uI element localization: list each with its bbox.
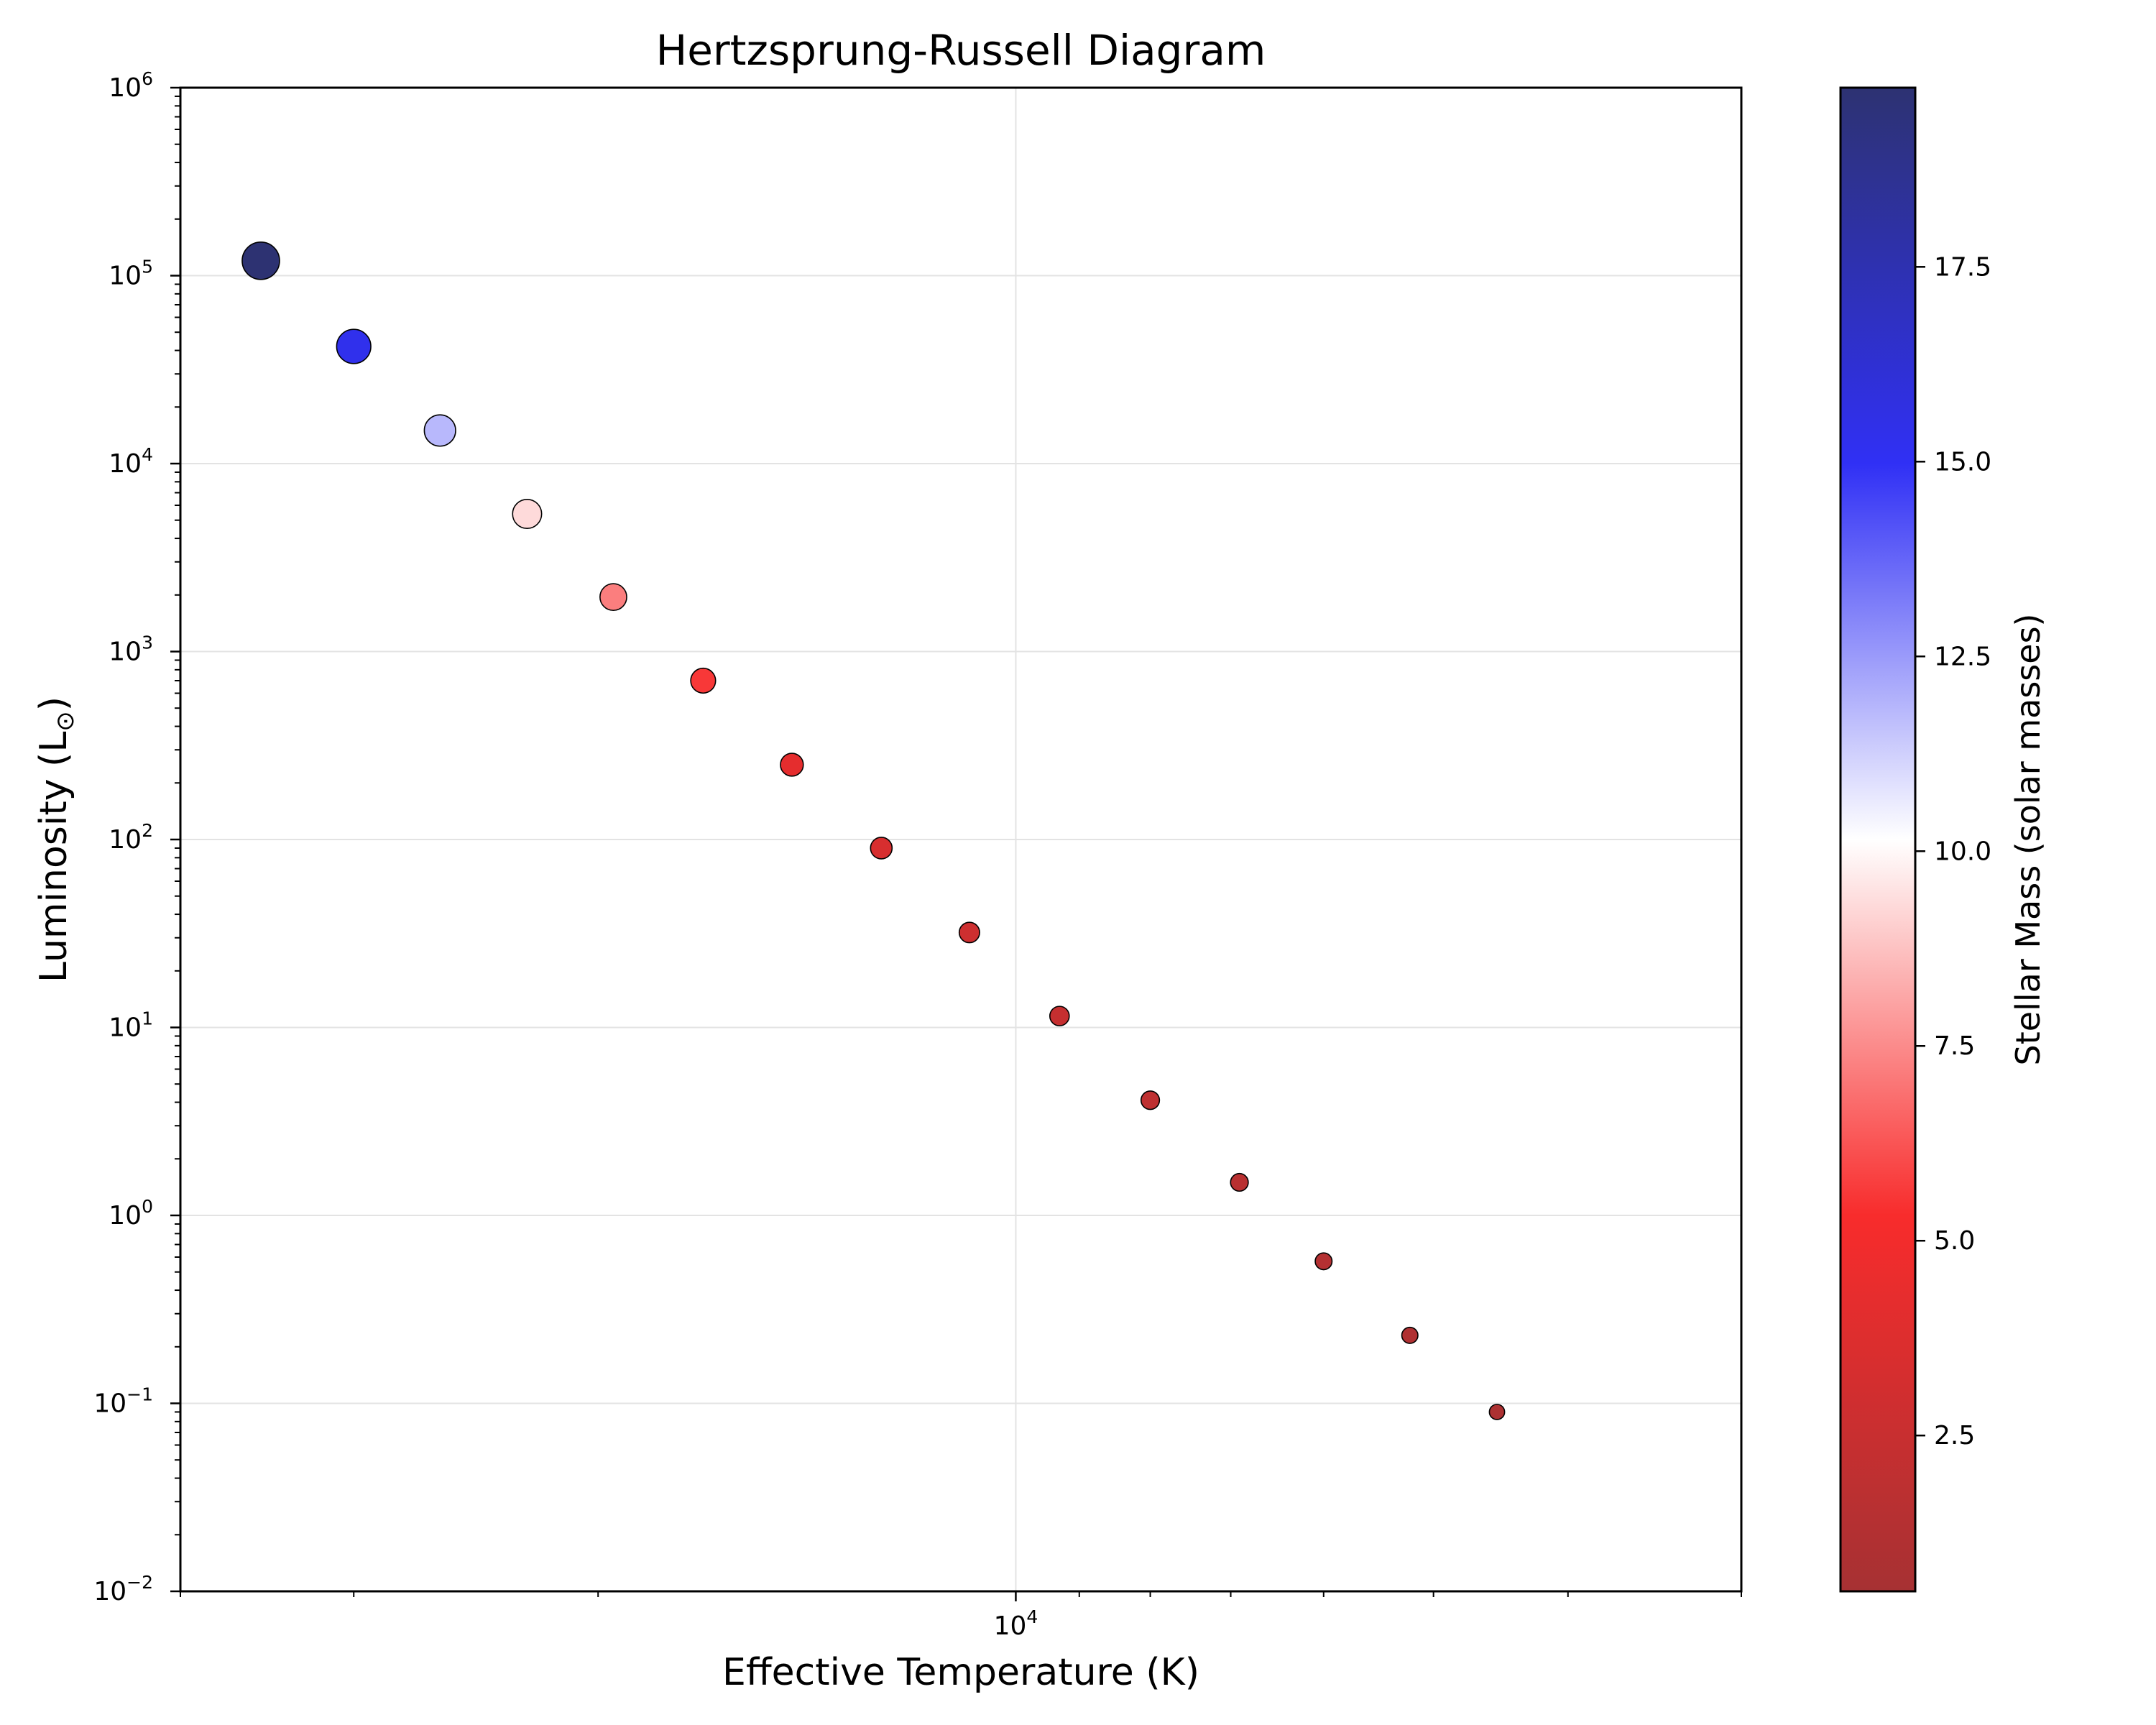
star-point xyxy=(690,667,717,694)
star-point xyxy=(1230,1172,1249,1192)
y-tick-label: 102 xyxy=(109,820,153,855)
y-axis-title-text: Luminosity (L xyxy=(32,732,75,983)
colorbar-ticks: 2.5 5.0 7.5 10.0 12.5 15.0 17.5 xyxy=(1915,252,1991,1450)
y-tick-label: 10−2 xyxy=(93,1572,153,1606)
plot-frame xyxy=(179,86,1743,1593)
colorbar-tick-label: 5.0 xyxy=(1934,1226,1975,1256)
y-tick-exponent: 3 xyxy=(142,632,153,653)
y-tick-base: 10 xyxy=(109,262,142,291)
chart-title: Hertzsprung-Russell Diagram xyxy=(656,26,1266,75)
y-tick-label: 100 xyxy=(109,1196,153,1230)
y-tick-label: 106 xyxy=(109,68,153,103)
colorbar-tick-label: 12.5 xyxy=(1934,642,1991,671)
y-tick-exponent: 0 xyxy=(142,1196,153,1217)
y-axis-title: Luminosity (L⊙) xyxy=(32,696,80,983)
y-tick-label: 101 xyxy=(109,1008,153,1043)
y-tick-exponent: −2 xyxy=(126,1572,153,1593)
y-axis-title-sun-symbol: ⊙ xyxy=(51,711,80,732)
star-point xyxy=(958,921,980,944)
colorbar-tick-label: 2.5 xyxy=(1934,1421,1975,1450)
major-ticks xyxy=(170,86,1017,1601)
star-point xyxy=(512,498,543,529)
y-tick-base: 10 xyxy=(109,73,142,103)
y-tick-exponent: 4 xyxy=(142,444,153,465)
y-tick-base: 10 xyxy=(93,1389,126,1419)
y-tick-label: 103 xyxy=(109,632,153,667)
star-point xyxy=(1401,1326,1419,1344)
x-axis-title: Effective Temperature (K) xyxy=(722,1651,1199,1694)
star-point xyxy=(241,241,280,280)
star-point xyxy=(1049,1006,1070,1026)
star-point xyxy=(423,414,456,447)
colorbar-tick-label: 17.5 xyxy=(1934,252,1991,282)
colorbar xyxy=(1839,86,1917,1593)
star-point xyxy=(599,583,627,612)
colorbar-tick-label: 15.0 xyxy=(1934,447,1991,477)
scatter-points xyxy=(241,241,1506,1420)
minor-ticks xyxy=(175,95,1742,1597)
y-tick-base: 10 xyxy=(109,638,142,667)
x-tick-base: 10 xyxy=(994,1611,1027,1641)
y-tick-exponent: 6 xyxy=(142,68,153,89)
y-tick-label: 10−1 xyxy=(93,1384,153,1419)
colorbar-tick-label: 7.5 xyxy=(1934,1031,1975,1061)
y-tick-exponent: 2 xyxy=(142,820,153,841)
star-point xyxy=(1140,1090,1161,1110)
colorbar-tick-label: 10.0 xyxy=(1934,837,1991,866)
y-tick-base: 10 xyxy=(109,449,142,479)
y-tick-label: 104 xyxy=(109,444,153,479)
colorbar-title: Stellar Mass (solar masses) xyxy=(2009,614,2047,1066)
y-tick-base: 10 xyxy=(109,1201,142,1230)
x-tick-exponent: 4 xyxy=(1026,1606,1038,1627)
y-tick-base: 10 xyxy=(93,1577,126,1606)
y-axis-title-close: ) xyxy=(32,696,75,711)
grid-lines xyxy=(180,87,1741,1592)
x-tick-label: 104 xyxy=(994,1606,1038,1641)
y-tick-label: 105 xyxy=(109,257,153,291)
star-point xyxy=(780,753,804,777)
y-tick-exponent: 5 xyxy=(142,257,153,277)
y-tick-base: 10 xyxy=(109,1013,142,1043)
y-tick-exponent: −1 xyxy=(126,1384,153,1405)
x-tick-labels: 104 xyxy=(994,1606,1038,1641)
star-point xyxy=(1314,1252,1333,1271)
star-point xyxy=(336,328,372,364)
star-point xyxy=(1488,1404,1506,1420)
y-tick-exponent: 1 xyxy=(142,1008,153,1029)
star-point xyxy=(870,837,893,860)
y-tick-base: 10 xyxy=(109,825,142,855)
